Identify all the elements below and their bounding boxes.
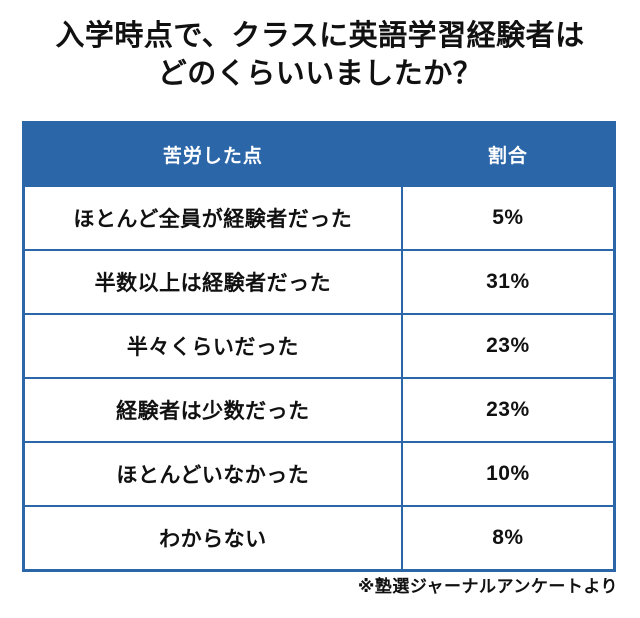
table-row: ほとんど全員が経験者だった 5% — [22, 185, 616, 251]
table-row: わからない 8% — [22, 505, 616, 572]
table-row: 半々くらいだった 23% — [22, 313, 616, 379]
row-label-cell: わからない — [22, 505, 403, 572]
source-note: ※塾選ジャーナルアンケートより — [357, 577, 618, 596]
header-value-cell: 割合 — [400, 121, 616, 187]
row-label-cell: 半々くらいだった — [22, 313, 403, 379]
table-body: ほとんど全員が経験者だった 5% 半数以上は経験者だった 31% 半々くらいだった 23%… — [22, 185, 616, 572]
page-title: 入学時点で、クラスに英語学習経験者は どのくらいいましたか？ — [0, 0, 640, 94]
survey-table: 苦労した点 割合 ほとんど全員が経験者だった 5% 半数以上は経験者だった 31% 半々… — [22, 121, 616, 572]
row-value-cell: 8% — [400, 505, 616, 572]
row-label-cell: 半数以上は経験者だった — [22, 249, 403, 315]
row-value-cell: 23% — [400, 377, 616, 443]
page-title-line1: 入学時点で、クラスに英語学習経験者は — [55, 20, 585, 52]
row-value-cell: 10% — [400, 441, 616, 507]
table-row: ほとんどいなかった 10% — [22, 441, 616, 507]
header-label-cell: 苦労した点 — [22, 121, 403, 187]
row-label-cell: ほとんどいなかった — [22, 441, 403, 507]
row-label-cell: ほとんど全員が経験者だった — [22, 185, 403, 251]
survey-table-wrap: 苦労した点 割合 ほとんど全員が経験者だった 5% 半数以上は経験者だった 31% 半々… — [22, 121, 616, 572]
page-title-line2: どのくらいいましたか？ — [157, 58, 483, 91]
table-row: 経験者は少数だった 23% — [22, 377, 616, 443]
table-header-row: 苦労した点 割合 — [22, 121, 616, 187]
row-label-cell: 経験者は少数だった — [22, 377, 403, 443]
table-row: 半数以上は経験者だった 31% — [22, 249, 616, 315]
row-value-cell: 5% — [400, 185, 616, 251]
row-value-cell: 31% — [400, 249, 616, 315]
row-value-cell: 23% — [400, 313, 616, 379]
